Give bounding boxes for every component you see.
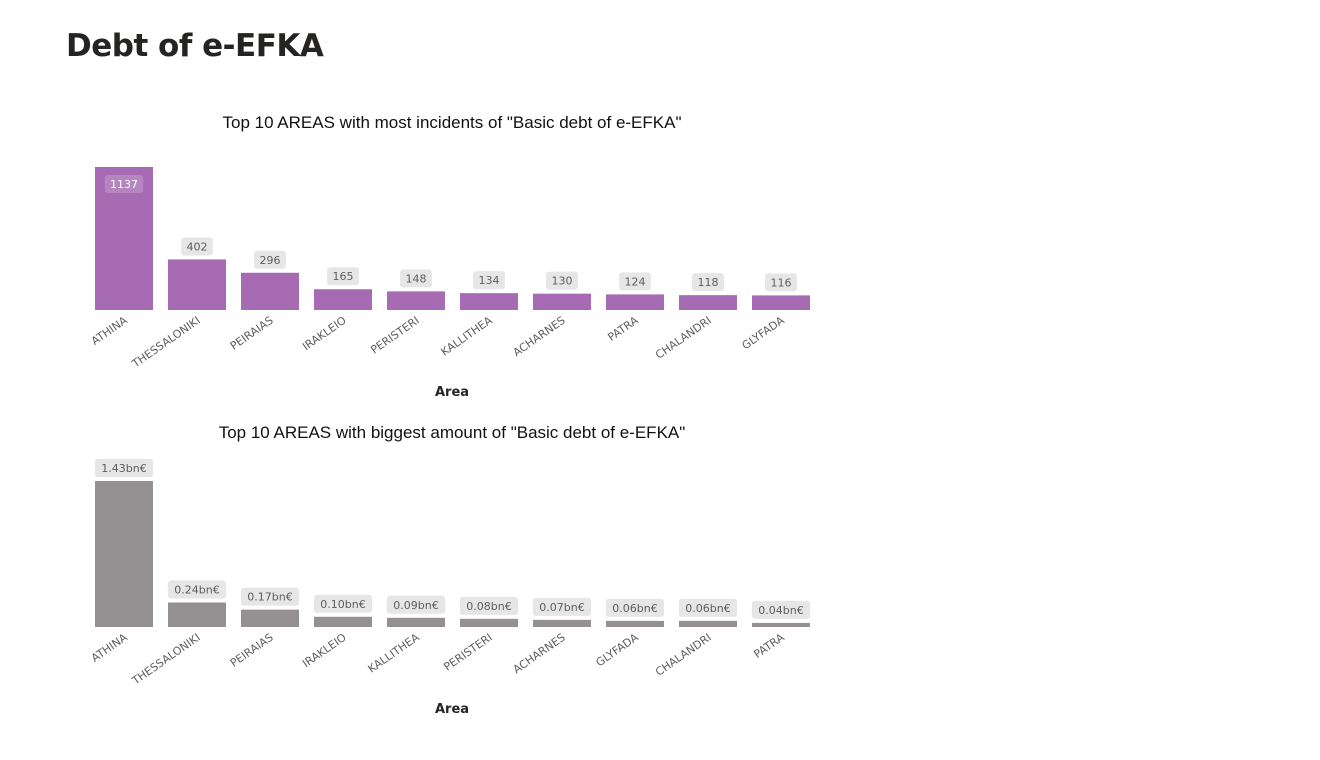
data-label-bg xyxy=(692,273,724,292)
bar-peristeri[interactable] xyxy=(460,618,518,627)
data-label-bg xyxy=(459,596,519,615)
tick-label: KALLITHEA xyxy=(439,314,496,359)
x-axis-title: Area xyxy=(435,385,469,400)
tick-label: GLYFADA xyxy=(739,314,787,353)
bar-patra[interactable] xyxy=(752,622,810,627)
bar-peristeri[interactable] xyxy=(387,291,445,310)
data-label: 116 xyxy=(771,276,792,289)
bar-glyfada[interactable] xyxy=(752,295,810,310)
incidents-chart: Top 10 AREAS with most incidents of "Bas… xyxy=(89,113,810,400)
bar-acharnes[interactable] xyxy=(533,293,591,310)
data-label: 0.04bn€ xyxy=(758,604,803,617)
data-label: 0.07bn€ xyxy=(539,601,584,614)
tick-label: PATRA xyxy=(751,631,787,661)
bar-peiraias[interactable] xyxy=(241,609,299,627)
data-label-bg xyxy=(546,271,578,290)
data-label: 0.10bn€ xyxy=(320,598,365,611)
data-label-bg xyxy=(473,271,505,290)
data-label: 0.06bn€ xyxy=(685,602,730,615)
chart-title: Top 10 AREAS with most incidents of "Bas… xyxy=(222,113,681,132)
tick-label: ATHINA xyxy=(89,314,130,348)
bar-thessaloniki[interactable] xyxy=(168,602,226,627)
tick-label: GLYFADA xyxy=(593,631,641,670)
bar-chalandri[interactable] xyxy=(679,620,737,627)
data-label-bg xyxy=(104,175,144,193)
data-label-bg xyxy=(619,272,651,291)
tick-label: PATRA xyxy=(605,314,641,344)
bar-glyfada[interactable] xyxy=(606,620,664,627)
data-label-bg xyxy=(765,273,797,292)
tick-label: CHALANDRI xyxy=(653,631,714,679)
data-label: 0.09bn€ xyxy=(393,599,438,612)
bar-athina[interactable] xyxy=(95,167,153,310)
chart-title: Top 10 AREAS with biggest amount of "Bas… xyxy=(219,423,686,442)
tick-label: THESSALONIKI xyxy=(129,631,203,688)
data-label: 134 xyxy=(479,274,500,287)
data-label-bg xyxy=(313,594,373,613)
data-label-bg xyxy=(605,598,665,617)
data-label: 1137 xyxy=(110,178,138,191)
tick-label: IRAKLEIO xyxy=(300,314,349,354)
data-label: 148 xyxy=(406,272,427,285)
bar-chalandri[interactable] xyxy=(679,295,737,310)
data-label: 0.24bn€ xyxy=(174,583,219,596)
data-label: 402 xyxy=(187,240,208,253)
data-label: 296 xyxy=(260,254,281,267)
tick-label: ATHINA xyxy=(89,631,130,665)
bar-athina[interactable] xyxy=(95,481,153,627)
bar-kallithea[interactable] xyxy=(460,293,518,310)
data-label: 0.06bn€ xyxy=(612,602,657,615)
tick-label: PEIRAIAS xyxy=(228,631,276,670)
data-label-bg xyxy=(240,587,300,606)
bar-irakleio[interactable] xyxy=(314,289,372,310)
page-title: Debt of e-EFKA xyxy=(66,28,324,64)
tick-label: THESSALONIKI xyxy=(129,314,203,371)
data-label-bg xyxy=(327,267,359,286)
data-label: 165 xyxy=(333,270,354,283)
bar-peiraias[interactable] xyxy=(241,272,299,310)
data-label-bg xyxy=(167,580,227,599)
data-label: 124 xyxy=(625,275,646,288)
bar-acharnes[interactable] xyxy=(533,619,591,627)
bar-irakleio[interactable] xyxy=(314,616,372,627)
tick-label: ACHARNES xyxy=(511,631,568,676)
data-label-bg xyxy=(678,598,738,617)
tick-label: PEIRAIAS xyxy=(228,314,276,353)
bar-thessaloniki[interactable] xyxy=(168,259,226,310)
data-label: 130 xyxy=(552,275,573,288)
bar-kallithea[interactable] xyxy=(387,617,445,627)
tick-label: IRAKLEIO xyxy=(300,631,349,671)
data-label-bg xyxy=(386,595,446,614)
data-label-bg xyxy=(254,250,286,269)
data-label-bg xyxy=(532,597,592,616)
data-label-bg xyxy=(181,237,213,256)
data-label: 0.17bn€ xyxy=(247,591,292,604)
data-label: 1.43bn€ xyxy=(101,462,146,475)
data-label-bg xyxy=(751,600,811,619)
data-label: 0.08bn€ xyxy=(466,600,511,613)
tick-label: ACHARNES xyxy=(511,314,568,359)
tick-label: PERISTERI xyxy=(441,631,494,674)
data-label-bg xyxy=(94,459,154,477)
x-axis-title: Area xyxy=(435,702,469,717)
tick-label: CHALANDRI xyxy=(653,314,714,362)
data-label: 118 xyxy=(698,276,719,289)
tick-label: KALLITHEA xyxy=(366,631,423,676)
data-label-bg xyxy=(400,269,432,288)
tick-label: PERISTERI xyxy=(368,314,421,357)
bar-patra[interactable] xyxy=(606,294,664,310)
amount-chart: Top 10 AREAS with biggest amount of "Bas… xyxy=(89,423,811,717)
